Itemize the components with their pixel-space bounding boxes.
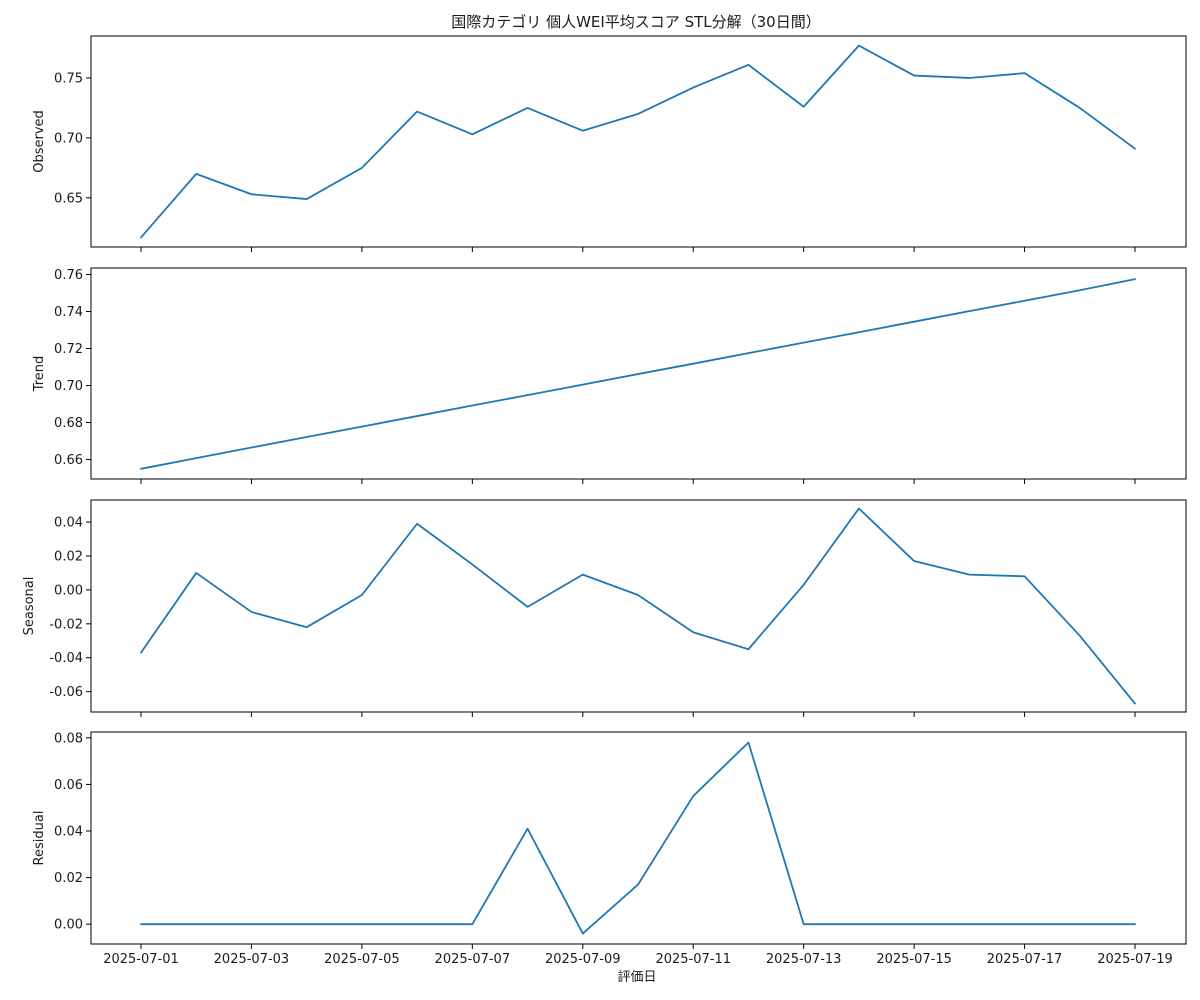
panel-frame-observed bbox=[90, 35, 1187, 248]
chart-title: 国際カテゴリ 個人WEI平均スコア STL分解（30日間） bbox=[451, 13, 820, 31]
y-tick-label-observed: 0.75 bbox=[54, 71, 83, 86]
x-tick-label: 2025-07-07 bbox=[435, 952, 511, 967]
x-tick-label: 2025-07-15 bbox=[876, 952, 952, 967]
y-axis-label-seasonal: Seasonal bbox=[22, 577, 37, 636]
series-line-residual bbox=[140, 741, 1136, 935]
x-tick-label: 2025-07-17 bbox=[987, 952, 1063, 967]
panel-frame-residual bbox=[90, 731, 1187, 945]
y-tick-label-residual: 0.02 bbox=[54, 871, 83, 886]
y-axis-label-observed: Observed bbox=[32, 110, 47, 173]
y-tick-label-observed: 0.65 bbox=[54, 191, 83, 206]
series-line-observed bbox=[140, 44, 1136, 239]
x-axis-label: 評価日 bbox=[617, 970, 656, 985]
panels-group: 0.65 0.70 0.75 Observed 0.66 0.68 0.70 0.72 0.74… bbox=[22, 35, 1187, 967]
y-tick-label-seasonal: 0.04 bbox=[54, 516, 83, 531]
panel-observed: 0.65 0.70 0.75 Observed bbox=[32, 35, 1187, 252]
y-tick-label-seasonal: 0.02 bbox=[54, 549, 83, 564]
x-tick-label: 2025-07-13 bbox=[766, 952, 842, 967]
panel-residual: 0.00 0.02 0.04 0.06 0.08 2025-07-01 2025-07-03… bbox=[32, 731, 1187, 967]
panel-frame-seasonal bbox=[90, 499, 1187, 713]
y-tick-label-seasonal: -0.06 bbox=[49, 685, 83, 700]
x-tick-label: 2025-07-11 bbox=[655, 952, 731, 967]
y-tick-label-residual: 0.00 bbox=[54, 918, 83, 933]
panel-frame-trend bbox=[90, 267, 1187, 480]
panel-seasonal: -0.06 -0.04 -0.02 0.00 0.02 0.04 Seasonal bbox=[22, 499, 1187, 717]
y-tick-label-trend: 0.74 bbox=[54, 305, 83, 320]
x-tick-label: 2025-07-09 bbox=[545, 952, 621, 967]
y-tick-label-seasonal: 0.00 bbox=[54, 583, 83, 598]
x-tick-label: 2025-07-01 bbox=[103, 952, 179, 967]
y-tick-label-trend: 0.66 bbox=[54, 453, 83, 468]
y-tick-label-trend: 0.68 bbox=[54, 416, 83, 431]
y-axis-label-residual: Residual bbox=[32, 811, 47, 866]
x-tick-label: 2025-07-05 bbox=[324, 952, 400, 967]
y-tick-label-residual: 0.08 bbox=[54, 731, 83, 746]
y-tick-label-residual: 0.06 bbox=[54, 778, 83, 793]
x-tick-label: 2025-07-03 bbox=[214, 952, 290, 967]
x-tick-label: 2025-07-19 bbox=[1097, 952, 1173, 967]
y-tick-label-observed: 0.70 bbox=[54, 131, 83, 146]
y-tick-label-seasonal: -0.02 bbox=[49, 617, 83, 632]
y-tick-label-trend: 0.76 bbox=[54, 268, 83, 283]
y-tick-label-residual: 0.04 bbox=[54, 825, 83, 840]
series-line-seasonal bbox=[140, 507, 1136, 705]
series-line-trend bbox=[140, 278, 1136, 470]
y-tick-label-trend: 0.70 bbox=[54, 379, 83, 394]
panel-trend: 0.66 0.68 0.70 0.72 0.74 0.76 Trend bbox=[32, 267, 1187, 484]
y-tick-label-trend: 0.72 bbox=[54, 342, 83, 357]
y-tick-label-seasonal: -0.04 bbox=[49, 651, 83, 666]
y-axis-label-trend: Trend bbox=[32, 356, 47, 393]
